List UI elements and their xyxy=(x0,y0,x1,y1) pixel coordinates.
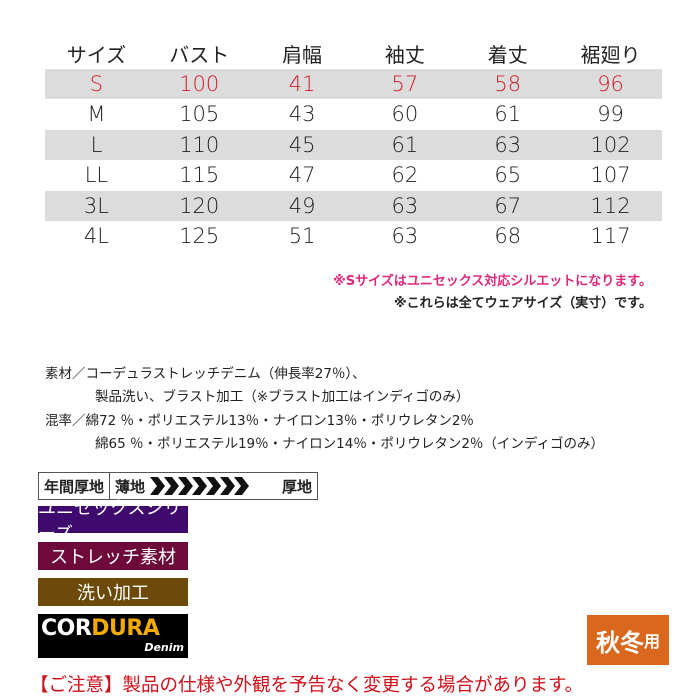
header-size: サイズ xyxy=(66,42,127,67)
table-cell: 41 xyxy=(288,71,316,96)
table-cell: 43 xyxy=(288,102,316,127)
table-cell: 63 xyxy=(494,132,522,157)
table-cell: 63 xyxy=(391,224,419,249)
material-line: 製品洗い、ブラスト加工（※ブラスト加工はインディゴのみ） xyxy=(95,389,470,405)
table-header: サイズ バスト 肩幅 袖丈 着丈 裾廻り xyxy=(45,38,662,69)
table-cell: 3L xyxy=(83,193,109,218)
material-line: 混率／綿72 ％・ポリエステル13％・ナイロン13％・ポリウレタン2％ xyxy=(45,413,474,429)
table-cell: 96 xyxy=(597,71,624,96)
table-cell: 107 xyxy=(590,163,631,188)
table-cell: 4L xyxy=(83,224,109,249)
table-cell: 61 xyxy=(494,102,522,127)
table-row: 3L 120 49 63 67 112 xyxy=(45,190,662,221)
header-shoulder: 肩幅 xyxy=(282,42,323,67)
caution-text: 【ご注意】製品の仕様や外観を予告なく変更する場合があります。 xyxy=(30,675,584,696)
table-cell: 125 xyxy=(179,224,220,249)
season-main: 秋冬 xyxy=(595,628,644,657)
table-cell: 60 xyxy=(391,102,419,127)
table-cell: L xyxy=(90,132,103,157)
table-cell: 63 xyxy=(391,193,419,218)
table-cell: 102 xyxy=(590,132,631,157)
table-cell: 68 xyxy=(494,224,522,249)
thick-label: 厚地 xyxy=(281,477,312,496)
table-cell: 99 xyxy=(597,102,624,127)
thin-label: 薄地 xyxy=(115,477,146,496)
table-row: 4L 125 51 63 68 117 xyxy=(45,221,662,252)
material-line: 綿65 ％・ポリエステル19％・ナイロン14％・ポリウレタン2％（インディゴのみ… xyxy=(95,436,604,452)
header-hem: 裾廻り xyxy=(580,42,641,67)
unisex-badge: ユニセックスシリーズ xyxy=(38,498,188,545)
table-cell: 105 xyxy=(179,102,220,127)
table-cell: 115 xyxy=(179,163,220,188)
thickness-label: 年間厚地 xyxy=(39,473,111,499)
material-line: 素材／コーデュラストレッチデニム（伸長率27％）、 xyxy=(45,366,366,382)
table-row: M 105 43 60 61 99 xyxy=(45,99,662,130)
unisex-note: ※Sサイズはユニセックス対応シルエットになります。 xyxy=(333,274,652,289)
header-length: 着丈 xyxy=(487,42,528,67)
table-cell: 117 xyxy=(590,224,631,249)
table-cell: 57 xyxy=(391,71,419,96)
arrow-chevrons-icon xyxy=(150,473,277,499)
table-cell: 120 xyxy=(179,193,220,218)
size-table: サイズ バスト 肩幅 袖丈 着丈 裾廻り S 100 41 57 58 96 M 105 43 60 61 99… xyxy=(45,38,662,252)
table-cell: 110 xyxy=(179,132,220,157)
size-note: ※これらは全てウェアサイズ（実寸）です。 xyxy=(394,296,652,311)
table-cell: 47 xyxy=(288,163,316,188)
table-cell: S xyxy=(89,71,104,96)
washed-badge: 洗い加工 xyxy=(38,578,188,606)
table-cell: 100 xyxy=(179,71,220,96)
table-cell: M xyxy=(87,102,106,127)
table-row: S 100 41 57 58 96 xyxy=(45,68,662,99)
season-suffix: 用 xyxy=(643,632,660,651)
cordura-logo: CORDURA Denim xyxy=(38,614,188,658)
cordura-sub: Denim xyxy=(144,641,184,654)
season-badge: 秋冬用 xyxy=(587,615,669,665)
header-bust: バスト xyxy=(169,42,230,67)
table-cell: 61 xyxy=(391,132,419,157)
table-row: L 110 45 61 63 102 xyxy=(45,129,662,160)
cordura-wordmark: CORDURA xyxy=(41,616,160,641)
table-cell: 49 xyxy=(288,193,316,218)
table-cell: 65 xyxy=(494,163,522,188)
table-cell: 58 xyxy=(494,71,522,96)
header-sleeve: 袖丈 xyxy=(384,42,425,67)
stretch-badge: ストレッチ素材 xyxy=(38,542,188,570)
table-cell: LL xyxy=(84,163,109,188)
table-cell: 67 xyxy=(494,193,522,218)
table-cell: 112 xyxy=(590,193,631,218)
table-row: LL 115 47 62 65 107 xyxy=(45,160,662,191)
table-cell: 51 xyxy=(288,224,316,249)
table-cell: 45 xyxy=(288,132,316,157)
table-cell: 62 xyxy=(391,163,419,188)
thickness-scale: 年間厚地 薄地 厚地 xyxy=(38,472,318,500)
